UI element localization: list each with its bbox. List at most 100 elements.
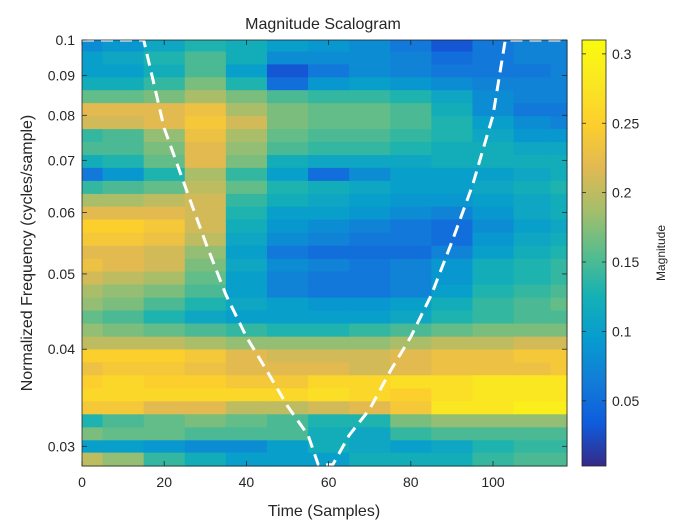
heatmap-cell (308, 180, 350, 194)
heatmap-cell (143, 400, 186, 415)
heatmap-cell (349, 426, 391, 441)
heatmap-cell (431, 154, 474, 168)
heatmap-cell (431, 89, 474, 104)
heatmap-cell (225, 374, 268, 389)
heatmap-cell (308, 439, 350, 453)
heatmap-cell (143, 50, 186, 65)
heatmap-cell (390, 232, 432, 246)
heatmap-cell (349, 76, 391, 91)
x-tick-label: 20 (156, 474, 172, 490)
heatmap-cell (102, 452, 145, 467)
heatmap-cell (308, 283, 350, 298)
heatmap-cell (431, 206, 474, 220)
heatmap-cell (143, 115, 186, 130)
heatmap-cell (513, 76, 552, 91)
heatmap-cell (102, 297, 145, 311)
heatmap-cell (472, 141, 515, 156)
plot-area-frame (81, 39, 568, 467)
heatmap-cell (550, 297, 568, 311)
heatmap-cell (184, 245, 227, 259)
heatmap-cells (82, 40, 568, 467)
heatmap-cell (102, 439, 145, 453)
heatmap-cell (431, 413, 474, 428)
colorbar-tick-label: 0.2 (612, 185, 632, 201)
heatmap-cell (184, 193, 227, 207)
heatmap-cell (550, 413, 568, 428)
heatmap-cell (143, 63, 186, 78)
heatmap-cell (184, 50, 227, 65)
heatmap-cell (349, 439, 391, 453)
heatmap-cell (472, 115, 515, 130)
heatmap-cell (102, 361, 145, 376)
heatmap-cell (143, 141, 186, 156)
heatmap-cell (349, 141, 391, 156)
heatmap-cell (349, 232, 391, 246)
heatmap-cell (184, 206, 227, 220)
heatmap-cell (513, 413, 552, 428)
heatmap-cell (349, 336, 391, 350)
heatmap-cell (472, 374, 515, 389)
colorbar-title: Magnitude (654, 225, 668, 281)
heatmap-cell (390, 206, 432, 220)
heatmap-cell (102, 374, 145, 389)
heatmap-cell (82, 232, 104, 246)
heatmap-cell (472, 40, 515, 52)
heatmap-cell (472, 270, 515, 285)
heatmap-cell (82, 439, 104, 453)
heatmap-cell (390, 193, 432, 207)
heatmap-cell (550, 309, 568, 324)
heatmap-cell (513, 361, 552, 376)
heatmap-cell (349, 361, 391, 376)
heatmap-cell (184, 309, 227, 324)
heatmap-cell (431, 270, 474, 285)
heatmap-cell (184, 374, 227, 389)
heatmap-cell (390, 322, 432, 337)
heatmap-cell (431, 128, 474, 143)
heatmap-cell (308, 258, 350, 272)
heatmap-cell (102, 348, 145, 363)
y-tick-label: 0.08 (48, 107, 75, 123)
colorbar-tick-label: 0.25 (612, 115, 639, 131)
heatmap-cell (266, 167, 309, 181)
x-tick-label: 0 (78, 474, 86, 490)
heatmap-cell (550, 361, 568, 376)
heatmap-cell (513, 141, 552, 156)
heatmap-cell (225, 348, 268, 363)
heatmap-cell (82, 63, 104, 78)
heatmap-cell (225, 102, 268, 117)
heatmap-cell (82, 361, 104, 376)
heatmap-cell (431, 374, 474, 389)
heatmap-cell (349, 154, 391, 168)
heatmap-cell (431, 63, 474, 78)
heatmap-cell (513, 40, 552, 52)
heatmap-cell (431, 400, 474, 415)
heatmap-cell (82, 322, 104, 337)
heatmap-cell (308, 336, 350, 350)
heatmap-cell (550, 452, 568, 467)
heatmap-cell (550, 193, 568, 207)
heatmap-cell (308, 322, 350, 337)
heatmap-cell (390, 387, 432, 402)
heatmap-cell (390, 283, 432, 298)
heatmap-cell (184, 218, 227, 233)
heatmap-cell (472, 154, 515, 168)
heatmap-cell (225, 297, 268, 311)
heatmap-cell (390, 400, 432, 415)
heatmap-cell (349, 400, 391, 415)
heatmap-cell (390, 361, 432, 376)
heatmap-cell (550, 141, 568, 156)
heatmap-cell (143, 193, 186, 207)
heatmap-cell (513, 63, 552, 78)
heatmap-cell (143, 167, 186, 181)
heatmap-cell (266, 309, 309, 324)
heatmap-cell (431, 180, 474, 194)
heatmap-cell (225, 154, 268, 168)
heatmap-cell (184, 258, 227, 272)
heatmap-cell (390, 40, 432, 52)
heatmap-cell (266, 76, 309, 91)
heatmap-cell (143, 309, 186, 324)
heatmap-cell (308, 400, 350, 415)
heatmap-cell (513, 154, 552, 168)
heatmap-cell (266, 374, 309, 389)
heatmap-cell (266, 336, 309, 350)
